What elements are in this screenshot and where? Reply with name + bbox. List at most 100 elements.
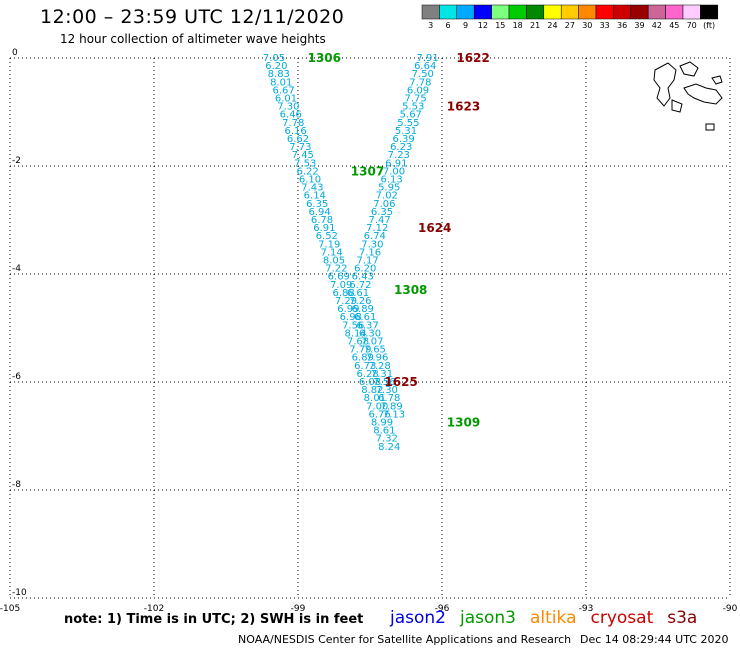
swh-value: 7.17 [356,256,378,267]
x-tick-label: -96 [435,604,450,614]
colorbar-label: (ft) [703,21,715,30]
credit-line: NOAA/NESDIS Center for Satellite Applica… [238,633,572,646]
swh-value: 6.20 [354,264,376,275]
colorbar-swatch [630,4,649,20]
swh-value: 7.00 [383,166,405,177]
island-outline [653,62,677,107]
colorbar-swatch [439,4,458,20]
swh-value: 6.89 [352,304,374,315]
colorbar-swatch [456,4,475,20]
colorbar-swatch [665,4,684,20]
swh-value: 7.89 [380,401,402,412]
colorbar-swatch [421,4,440,20]
x-tick-label: -102 [144,604,164,614]
colorbar-label: 9 [463,21,468,30]
swh-value: 5.55 [397,118,419,129]
swh-value: 6.52 [316,231,338,242]
swh-value: 7.79 [349,345,371,356]
swh-value: 7.13 [383,409,405,420]
colorbar-swatch [560,4,579,20]
swh-value: 7.30 [376,385,398,396]
swh-value: 8.99 [371,418,393,429]
swh-value: 6.30 [359,328,381,339]
y-tick-label: -2 [12,156,21,166]
swh-value: 6.74 [364,231,386,242]
y-tick-label: 0 [12,48,18,58]
swh-value: 7.56 [373,377,395,388]
swh-value: 7.96 [366,353,388,364]
island-outline [705,123,715,131]
swh-value: 7.02 [376,191,398,202]
swh-value: 6.14 [304,191,326,202]
swh-value: 6.69 [328,272,350,283]
y-tick-label: -4 [12,264,21,274]
swh-value: 7.22 [325,264,347,275]
swh-value: 6.13 [380,175,402,186]
swh-value: 5.31 [395,126,417,137]
swh-value: 5.67 [400,110,422,121]
swh-value: 5.53 [402,102,424,113]
swh-value: 8.01 [364,393,386,404]
timestamp: Dec 14 08:29:44 UTC 2020 [580,633,729,646]
swh-value: 5.95 [378,183,400,194]
swh-value: 6.16 [284,126,306,137]
orbit-label: 1309 [447,416,480,430]
orbit-label: 1623 [447,100,480,114]
swh-value: 7.50 [412,69,434,80]
swh-value: 6.98 [340,312,362,323]
swh-value: 8.05 [323,256,345,267]
swh-value: 6.78 [378,393,400,404]
colorbar-label: 70 [687,21,697,30]
swh-value: 6.10 [299,175,321,186]
swh-value: 6.78 [311,215,333,226]
orbit-label: 1624 [418,221,451,235]
colorbar-label: 39 [634,21,644,30]
swh-value: 7.29 [335,296,357,307]
colorbar-swatch [473,4,492,20]
colorbar-swatch [578,4,597,20]
swh-value: 7.06 [373,199,395,210]
swh-value: 6.94 [308,207,330,218]
swh-value: 6.64 [414,61,436,72]
colorbar-label: 36 [617,21,627,30]
orbit-label: 1625 [384,375,417,389]
swh-value: 8.14 [344,328,366,339]
swh-value: 6.99 [337,304,359,315]
orbit-label: 1308 [394,283,427,297]
swh-value: 7.65 [364,345,386,356]
swh-value: 6.62 [287,134,309,145]
colorbar-label: 24 [547,21,557,30]
orbit-label: 1306 [308,51,341,65]
swh-value: 6.28 [356,369,378,380]
y-tick-label: -10 [12,588,27,598]
swh-value: 6.76 [368,409,390,420]
swh-value: 7.78 [282,118,304,129]
swh-value: 7.26 [349,296,371,307]
swh-value: 8.83 [268,69,290,80]
swh-value: 7.91 [416,53,438,64]
colorbar-label: 27 [565,21,575,30]
x-tick-label: -99 [291,604,306,614]
swh-value: 8.82 [361,385,383,396]
swh-value: 7.19 [318,239,340,250]
swh-value: 7.28 [368,361,390,372]
swh-value: 6.39 [392,134,414,145]
swh-value: 6.22 [296,166,318,177]
swh-value: 7.09 [330,280,352,291]
swh-value: 7.31 [371,369,393,380]
swh-value: 7.47 [368,215,390,226]
swh-value: 7.75 [404,94,426,105]
swh-value: 7.30 [361,239,383,250]
colorbar-label: 30 [582,21,592,30]
legend-jason3: jason3 [460,608,516,628]
swh-value: 8.61 [373,426,395,437]
colorbar-label: 45 [669,21,679,30]
colorbar-label: 3 [428,21,433,30]
swh-value: 6.20 [265,61,287,72]
colorbar-swatch [613,4,632,20]
colorbar-label: 21 [530,21,540,30]
colorbar-swatch [700,4,719,20]
swh-value: 7.30 [277,102,299,113]
swh-value: 7.56 [342,320,364,331]
